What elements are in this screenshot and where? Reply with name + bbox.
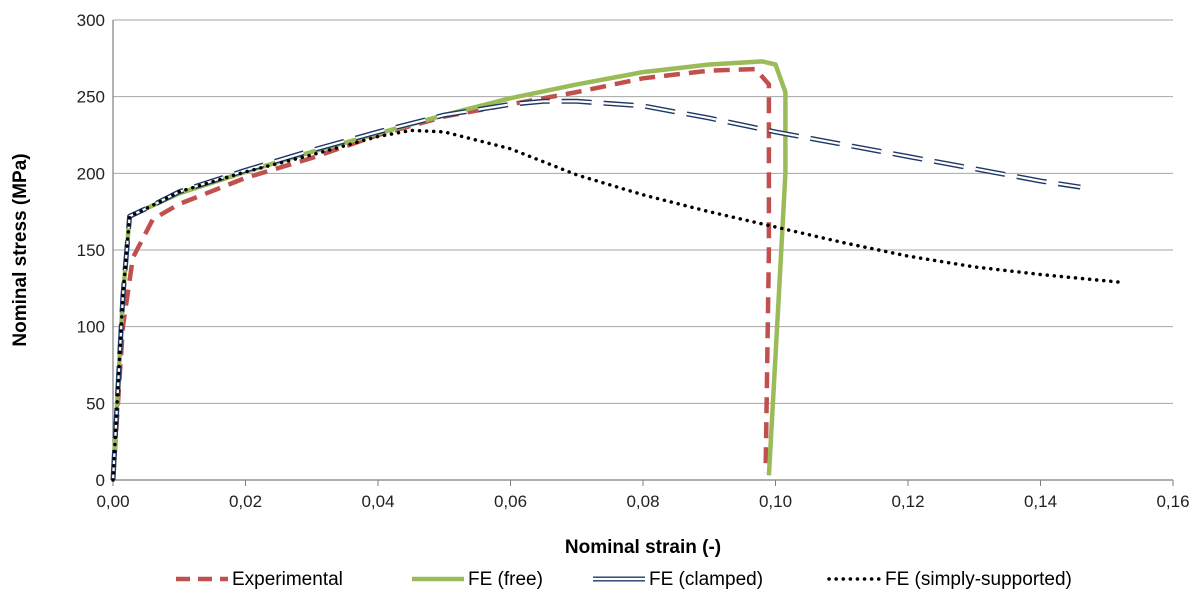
series-line-inner xyxy=(111,100,1081,481)
y-tick-label: 50 xyxy=(86,394,105,413)
legend-item: FE (simply-supported) xyxy=(827,569,1072,590)
legend-label: FE (simply-supported) xyxy=(885,569,1072,590)
data-point xyxy=(974,168,975,169)
data-point xyxy=(132,257,133,258)
y-axis-title: Nominal stress (MPa) xyxy=(10,153,31,346)
data-point xyxy=(709,211,710,212)
data-point xyxy=(709,70,710,71)
series-2 xyxy=(110,98,1081,481)
legend-label: FE (clamped) xyxy=(649,569,763,590)
y-tick-label: 250 xyxy=(77,88,105,107)
legend-item: FE (clamped) xyxy=(593,569,763,590)
y-tick-label: 300 xyxy=(77,11,105,30)
x-tick-label: 0,14 xyxy=(1024,492,1057,511)
data-point xyxy=(974,266,975,267)
data-series xyxy=(110,59,1122,482)
data-point xyxy=(245,177,246,178)
x-tick-label: 0,06 xyxy=(494,492,527,511)
legend-item: FE (free) xyxy=(412,569,543,590)
data-point xyxy=(152,219,153,220)
tick-labels: 0 50 100 150 200 250 300 0,00 0,02 0,04 0,06 0,08 0,… xyxy=(77,11,1190,511)
legend: Experimental FE (free) FE (clamped) FE (sim… xyxy=(176,569,1072,590)
x-tick-label: 0,04 xyxy=(361,492,394,511)
y-tick-label: 200 xyxy=(77,164,105,183)
series-line xyxy=(110,59,788,481)
y-tick-label: 0 xyxy=(96,471,105,490)
legend-label: FE (free) xyxy=(468,569,543,590)
legend-item: Experimental xyxy=(176,569,343,590)
legend-label: Experimental xyxy=(232,569,343,590)
y-tick-label: 150 xyxy=(77,241,105,260)
data-point xyxy=(755,69,756,70)
data-point xyxy=(510,104,511,105)
series-line xyxy=(110,98,1081,481)
x-tick-label: 0,00 xyxy=(96,492,129,511)
gridlines xyxy=(113,19,1173,404)
data-point xyxy=(643,105,644,106)
x-axis-title: Nominal strain (-) xyxy=(565,537,721,558)
series-3 xyxy=(111,128,1122,482)
x-tick-label: 0,02 xyxy=(229,492,262,511)
x-tick-label: 0,08 xyxy=(626,492,659,511)
x-tick-label: 0,16 xyxy=(1156,492,1189,511)
data-point xyxy=(444,131,445,132)
data-point xyxy=(841,242,842,243)
series-1 xyxy=(110,59,788,481)
y-tick-label: 100 xyxy=(77,318,105,337)
x-tick-label: 0,10 xyxy=(759,492,792,511)
x-tick-label: 0,12 xyxy=(891,492,924,511)
axes xyxy=(112,20,1174,486)
data-point xyxy=(179,204,180,205)
data-point xyxy=(841,144,842,145)
series-line xyxy=(111,128,1122,482)
data-point xyxy=(311,154,312,155)
data-point xyxy=(510,104,511,105)
